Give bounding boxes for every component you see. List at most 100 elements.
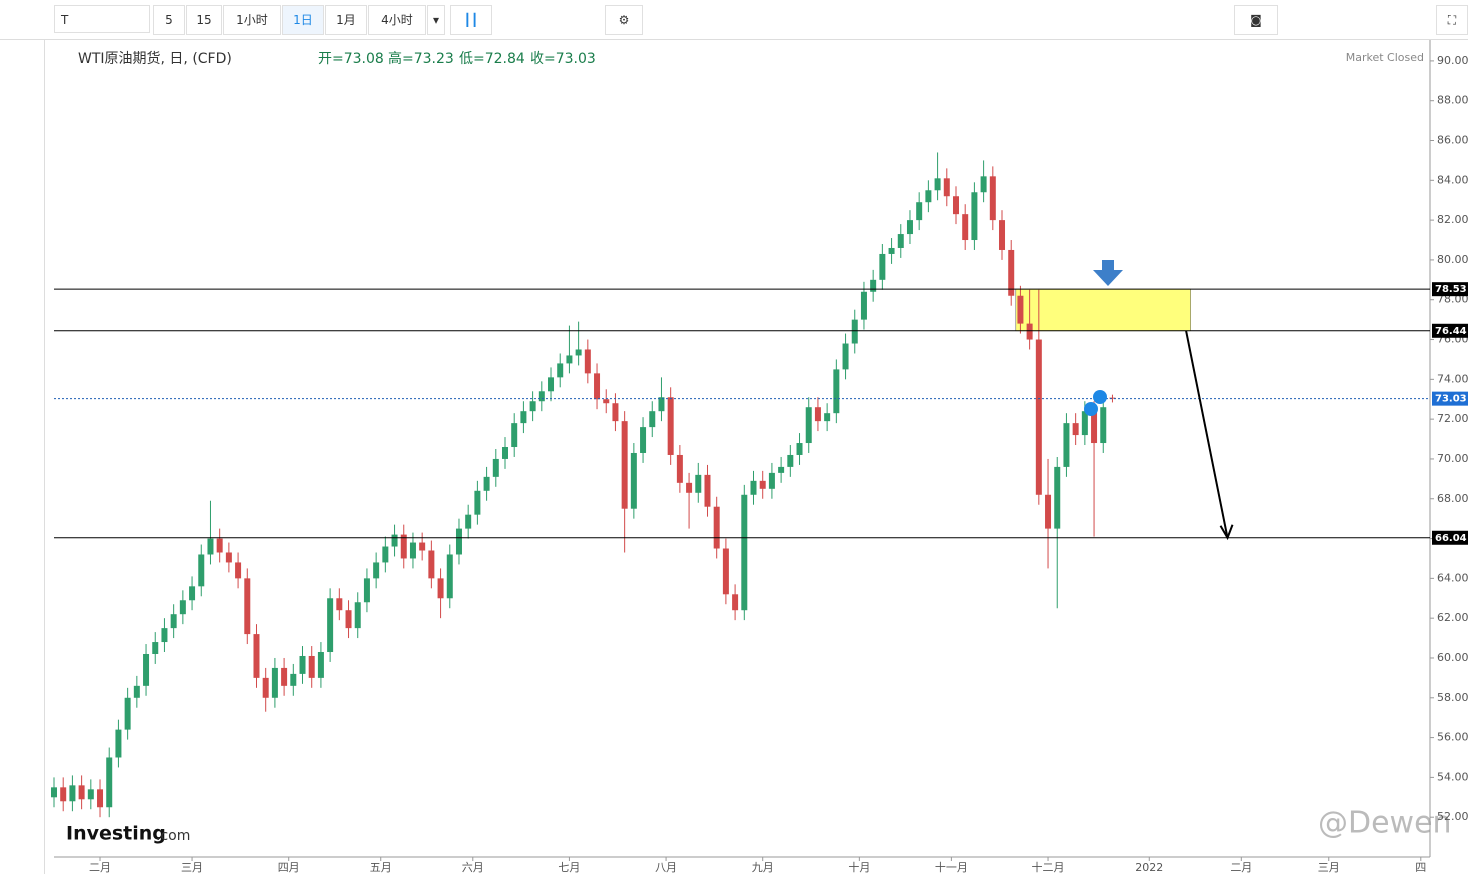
interval[interactable]: 5 bbox=[153, 5, 185, 35]
candle-body bbox=[437, 578, 444, 599]
symbol-input[interactable]: T bbox=[54, 5, 150, 33]
chart-type[interactable]: ┃┃ bbox=[450, 5, 492, 35]
event-marker bbox=[1093, 390, 1107, 404]
x-tick-label: 2022 bbox=[1135, 861, 1163, 874]
interval[interactable]: 4小时 bbox=[368, 5, 426, 35]
candle-body bbox=[676, 454, 683, 483]
candle-body bbox=[566, 355, 573, 364]
x-tick-label: 二月 bbox=[89, 861, 111, 874]
candle-body bbox=[640, 427, 647, 453]
candle-body bbox=[768, 472, 775, 489]
x-tick-label: 八月 bbox=[655, 861, 677, 874]
candle-body bbox=[980, 176, 987, 193]
interval[interactable]: 15 bbox=[186, 5, 222, 35]
ohlc-label: 开=73.08 bbox=[318, 51, 384, 67]
candle-body bbox=[1091, 411, 1098, 444]
x-tick-label: 五月 bbox=[370, 861, 392, 874]
candle-body bbox=[474, 490, 481, 515]
candle-body bbox=[695, 474, 702, 493]
candle-body bbox=[916, 202, 923, 221]
candle-body bbox=[1017, 295, 1024, 324]
candle-body bbox=[952, 196, 959, 215]
candle-body bbox=[400, 534, 407, 559]
last-price-label: 73.03 bbox=[1435, 394, 1467, 405]
candle-body bbox=[308, 655, 315, 678]
ohlc-label: 收=73.03 bbox=[530, 51, 596, 67]
candle-body bbox=[879, 253, 886, 280]
candle-body bbox=[713, 506, 720, 549]
x-tick-label: 九月 bbox=[752, 861, 774, 874]
candle-body bbox=[630, 452, 637, 509]
candle-body bbox=[465, 514, 472, 529]
candle-body bbox=[575, 349, 582, 356]
candle-body bbox=[989, 176, 996, 221]
x-tick-label: 二月 bbox=[1230, 861, 1252, 874]
candle-body bbox=[888, 247, 895, 254]
candle-body bbox=[962, 214, 969, 241]
candle-body bbox=[860, 291, 867, 320]
interval[interactable]: 1日 bbox=[282, 5, 324, 35]
candle-body bbox=[1109, 397, 1116, 399]
candle-body bbox=[225, 552, 232, 563]
candle-body bbox=[1072, 423, 1079, 436]
candle-body bbox=[409, 542, 416, 559]
candle-body bbox=[115, 729, 122, 758]
candle-body bbox=[971, 192, 978, 241]
candle-body bbox=[262, 677, 269, 698]
snapshot[interactable]: ◙ bbox=[1234, 5, 1278, 35]
candle-body bbox=[851, 319, 858, 344]
y-tick-label: 86.00 bbox=[1437, 134, 1468, 147]
candle-body bbox=[796, 443, 803, 455]
candle-body bbox=[235, 562, 242, 579]
candle-body bbox=[686, 482, 693, 493]
candle-body bbox=[612, 403, 619, 422]
candle-body bbox=[501, 447, 508, 459]
candle-body bbox=[373, 562, 380, 579]
interval[interactable]: 1月 bbox=[325, 5, 367, 35]
candle-body bbox=[1008, 249, 1015, 296]
settings[interactable]: ⚙ bbox=[605, 5, 643, 35]
fullscreen[interactable]: ⛶ bbox=[1436, 5, 1468, 35]
candle-body bbox=[198, 554, 205, 587]
y-tick-label: 62.00 bbox=[1437, 611, 1468, 624]
candle-body bbox=[143, 653, 150, 686]
candle-body bbox=[152, 642, 159, 654]
candle-body bbox=[106, 757, 113, 808]
arrow-head bbox=[1219, 524, 1234, 541]
x-tick-label: 六月 bbox=[462, 861, 484, 874]
candle-body bbox=[51, 787, 57, 798]
candle-body bbox=[658, 397, 665, 412]
y-tick-label: 60.00 bbox=[1437, 651, 1468, 664]
candle-body bbox=[363, 578, 370, 603]
interval[interactable]: 1小时 bbox=[223, 5, 281, 35]
toolbar: T 5 15 1小时 1日 1月 4小时 ▾ ┃┃ ⚙ ◙ ⛶ bbox=[0, 0, 1468, 40]
candle-body bbox=[511, 423, 518, 448]
credit: @Dewen bbox=[1318, 806, 1452, 841]
candle-body bbox=[207, 538, 214, 555]
y-tick-label: 68.00 bbox=[1437, 492, 1468, 505]
level-tag bbox=[1432, 282, 1468, 297]
level-label: 76.44 bbox=[1435, 326, 1467, 337]
candle-body bbox=[97, 789, 104, 808]
candle-body bbox=[833, 369, 840, 414]
candle-body bbox=[897, 234, 904, 248]
y-tick-label: 56.00 bbox=[1437, 731, 1468, 744]
down-arrow-icon bbox=[1093, 260, 1123, 286]
candle-body bbox=[520, 411, 527, 424]
candle-body bbox=[391, 534, 398, 547]
ohlc-label: 低=72.84 bbox=[459, 51, 525, 67]
candle-body bbox=[253, 634, 260, 678]
candle-body bbox=[750, 480, 757, 495]
candle-body bbox=[943, 178, 950, 197]
candle-body bbox=[271, 667, 278, 698]
candle-body bbox=[603, 399, 610, 404]
candle-body bbox=[216, 538, 223, 553]
candle-body bbox=[336, 598, 343, 611]
candle-body bbox=[1045, 494, 1052, 529]
candle-body bbox=[925, 190, 932, 203]
candle-body bbox=[455, 528, 462, 555]
y-tick-label: 80.00 bbox=[1437, 253, 1468, 266]
dropdown[interactable]: ▾ bbox=[427, 5, 445, 35]
candle-body bbox=[428, 550, 435, 579]
